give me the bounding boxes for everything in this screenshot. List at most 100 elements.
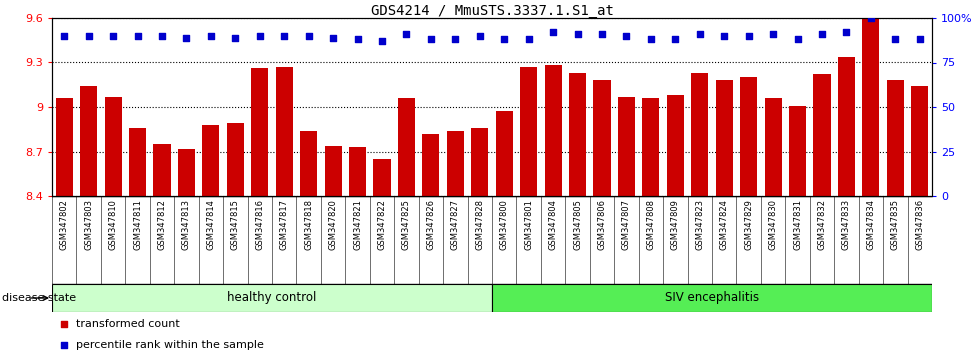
Bar <box>617 97 635 196</box>
Bar <box>715 80 733 196</box>
Bar <box>56 98 73 196</box>
Bar <box>447 131 464 196</box>
Point <box>497 36 513 42</box>
Bar <box>838 57 855 196</box>
Text: GSM347824: GSM347824 <box>719 199 729 250</box>
Point <box>399 31 415 37</box>
Bar <box>80 86 97 196</box>
Text: GSM347816: GSM347816 <box>255 199 265 250</box>
Point <box>227 35 243 40</box>
Text: SIV encephalitis: SIV encephalitis <box>665 291 760 304</box>
Point <box>178 35 194 40</box>
Point <box>643 36 659 42</box>
Bar <box>226 123 244 196</box>
Text: GSM347812: GSM347812 <box>158 199 167 250</box>
Point <box>325 35 341 40</box>
Bar <box>471 128 488 196</box>
Bar <box>642 98 660 196</box>
Point <box>374 38 390 44</box>
Bar <box>911 86 928 196</box>
Point <box>154 33 170 39</box>
Text: GSM347801: GSM347801 <box>524 199 533 250</box>
Text: healthy control: healthy control <box>227 291 317 304</box>
Text: GSM347818: GSM347818 <box>304 199 314 250</box>
Text: GSM347807: GSM347807 <box>622 199 631 250</box>
Point <box>350 36 366 42</box>
Bar <box>520 67 537 196</box>
Bar <box>496 112 513 196</box>
Bar <box>569 73 586 196</box>
Text: GSM347813: GSM347813 <box>182 199 191 250</box>
Text: percentile rank within the sample: percentile rank within the sample <box>76 340 265 350</box>
Text: GSM347832: GSM347832 <box>817 199 826 250</box>
Bar <box>666 95 684 196</box>
Text: GSM347833: GSM347833 <box>842 199 851 250</box>
Bar <box>178 149 195 196</box>
Point <box>863 15 879 21</box>
Bar <box>275 67 293 196</box>
Point <box>80 33 96 39</box>
Text: GSM347834: GSM347834 <box>866 199 875 250</box>
Bar <box>813 74 831 196</box>
Point <box>716 33 732 39</box>
Point <box>448 36 464 42</box>
Point <box>252 33 268 39</box>
Bar <box>594 80 611 196</box>
Bar <box>154 144 171 196</box>
Text: GSM347835: GSM347835 <box>891 199 900 250</box>
Text: GDS4214 / MmuSTS.3337.1.S1_at: GDS4214 / MmuSTS.3337.1.S1_at <box>370 4 613 18</box>
Bar <box>349 147 367 196</box>
Point <box>276 33 292 39</box>
Text: GSM347806: GSM347806 <box>598 199 607 250</box>
Text: disease state: disease state <box>2 293 76 303</box>
Point <box>472 33 488 39</box>
Point <box>618 33 634 39</box>
Point <box>57 33 73 39</box>
Text: GSM347800: GSM347800 <box>500 199 509 250</box>
Text: GSM347814: GSM347814 <box>207 199 216 250</box>
Bar <box>105 97 122 196</box>
Point <box>569 31 585 37</box>
Point <box>790 36 806 42</box>
Text: GSM347826: GSM347826 <box>426 199 435 250</box>
Text: GSM347828: GSM347828 <box>475 199 484 250</box>
Point <box>545 29 561 35</box>
Text: GSM347811: GSM347811 <box>133 199 142 250</box>
Bar <box>422 134 439 196</box>
Bar <box>740 77 758 196</box>
Bar <box>492 284 932 312</box>
Point <box>692 31 708 37</box>
Point <box>667 36 683 42</box>
Text: GSM347809: GSM347809 <box>671 199 680 250</box>
Bar <box>324 145 342 196</box>
Bar <box>789 105 807 196</box>
Text: GSM347831: GSM347831 <box>793 199 802 250</box>
Text: GSM347803: GSM347803 <box>84 199 93 250</box>
Bar <box>373 159 391 196</box>
Point <box>888 36 904 42</box>
Bar <box>764 98 782 196</box>
Text: GSM347820: GSM347820 <box>328 199 338 250</box>
Point <box>741 33 757 39</box>
Text: GSM347804: GSM347804 <box>549 199 558 250</box>
Bar <box>52 284 492 312</box>
Bar <box>129 128 146 196</box>
Point <box>129 33 145 39</box>
Bar <box>887 80 904 196</box>
Point <box>520 36 536 42</box>
Bar <box>545 65 562 196</box>
Point <box>423 36 439 42</box>
Bar <box>251 68 269 196</box>
Point <box>105 33 121 39</box>
Text: GSM347822: GSM347822 <box>377 199 386 250</box>
Bar <box>862 19 879 196</box>
Text: GSM347829: GSM347829 <box>744 199 754 250</box>
Text: GSM347825: GSM347825 <box>402 199 411 250</box>
Text: GSM347815: GSM347815 <box>231 199 240 250</box>
Bar <box>202 125 220 196</box>
Bar <box>398 98 415 196</box>
Text: transformed count: transformed count <box>76 319 180 329</box>
Text: GSM347810: GSM347810 <box>109 199 118 250</box>
Point <box>594 31 610 37</box>
Text: GSM347830: GSM347830 <box>768 199 777 250</box>
